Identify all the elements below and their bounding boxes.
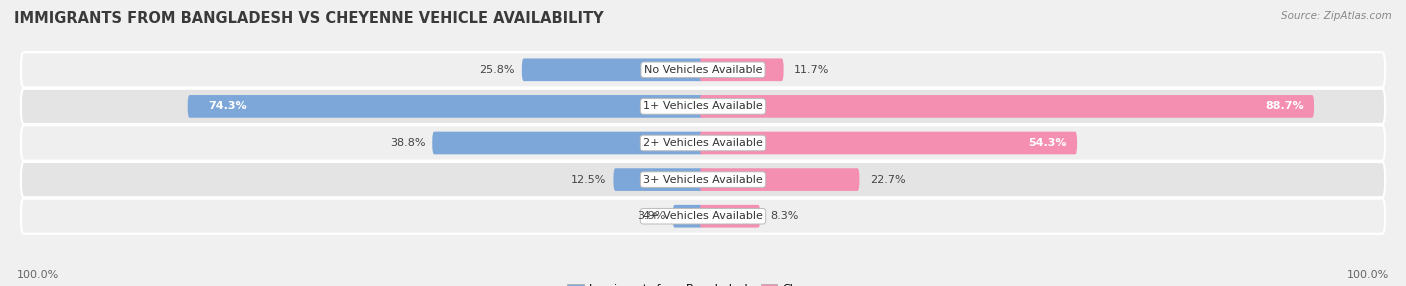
FancyBboxPatch shape	[700, 132, 1077, 154]
FancyBboxPatch shape	[672, 205, 703, 228]
FancyBboxPatch shape	[522, 58, 703, 81]
Text: 3.9%: 3.9%	[637, 211, 666, 221]
FancyBboxPatch shape	[21, 89, 1385, 124]
FancyBboxPatch shape	[187, 95, 703, 118]
Text: 11.7%: 11.7%	[794, 65, 830, 75]
Text: No Vehicles Available: No Vehicles Available	[644, 65, 762, 75]
FancyBboxPatch shape	[21, 199, 1385, 234]
Text: 12.5%: 12.5%	[571, 175, 606, 184]
Text: 88.7%: 88.7%	[1265, 102, 1303, 111]
Text: IMMIGRANTS FROM BANGLADESH VS CHEYENNE VEHICLE AVAILABILITY: IMMIGRANTS FROM BANGLADESH VS CHEYENNE V…	[14, 11, 603, 26]
FancyBboxPatch shape	[613, 168, 703, 191]
FancyBboxPatch shape	[21, 52, 1385, 87]
FancyBboxPatch shape	[700, 95, 1315, 118]
Text: 4+ Vehicles Available: 4+ Vehicles Available	[643, 211, 763, 221]
Text: 8.3%: 8.3%	[770, 211, 799, 221]
Text: 100.0%: 100.0%	[17, 270, 59, 280]
FancyBboxPatch shape	[700, 205, 761, 228]
FancyBboxPatch shape	[432, 132, 703, 154]
Text: 54.3%: 54.3%	[1028, 138, 1067, 148]
Text: 74.3%: 74.3%	[208, 102, 247, 111]
FancyBboxPatch shape	[700, 58, 783, 81]
Text: 3+ Vehicles Available: 3+ Vehicles Available	[643, 175, 763, 184]
Text: Source: ZipAtlas.com: Source: ZipAtlas.com	[1281, 11, 1392, 21]
FancyBboxPatch shape	[700, 168, 859, 191]
Legend: Immigrants from Bangladesh, Cheyenne: Immigrants from Bangladesh, Cheyenne	[562, 279, 844, 286]
FancyBboxPatch shape	[21, 126, 1385, 160]
Text: 22.7%: 22.7%	[870, 175, 905, 184]
Text: 100.0%: 100.0%	[1347, 270, 1389, 280]
Text: 1+ Vehicles Available: 1+ Vehicles Available	[643, 102, 763, 111]
Text: 38.8%: 38.8%	[389, 138, 426, 148]
FancyBboxPatch shape	[21, 162, 1385, 197]
Text: 25.8%: 25.8%	[479, 65, 515, 75]
Text: 2+ Vehicles Available: 2+ Vehicles Available	[643, 138, 763, 148]
